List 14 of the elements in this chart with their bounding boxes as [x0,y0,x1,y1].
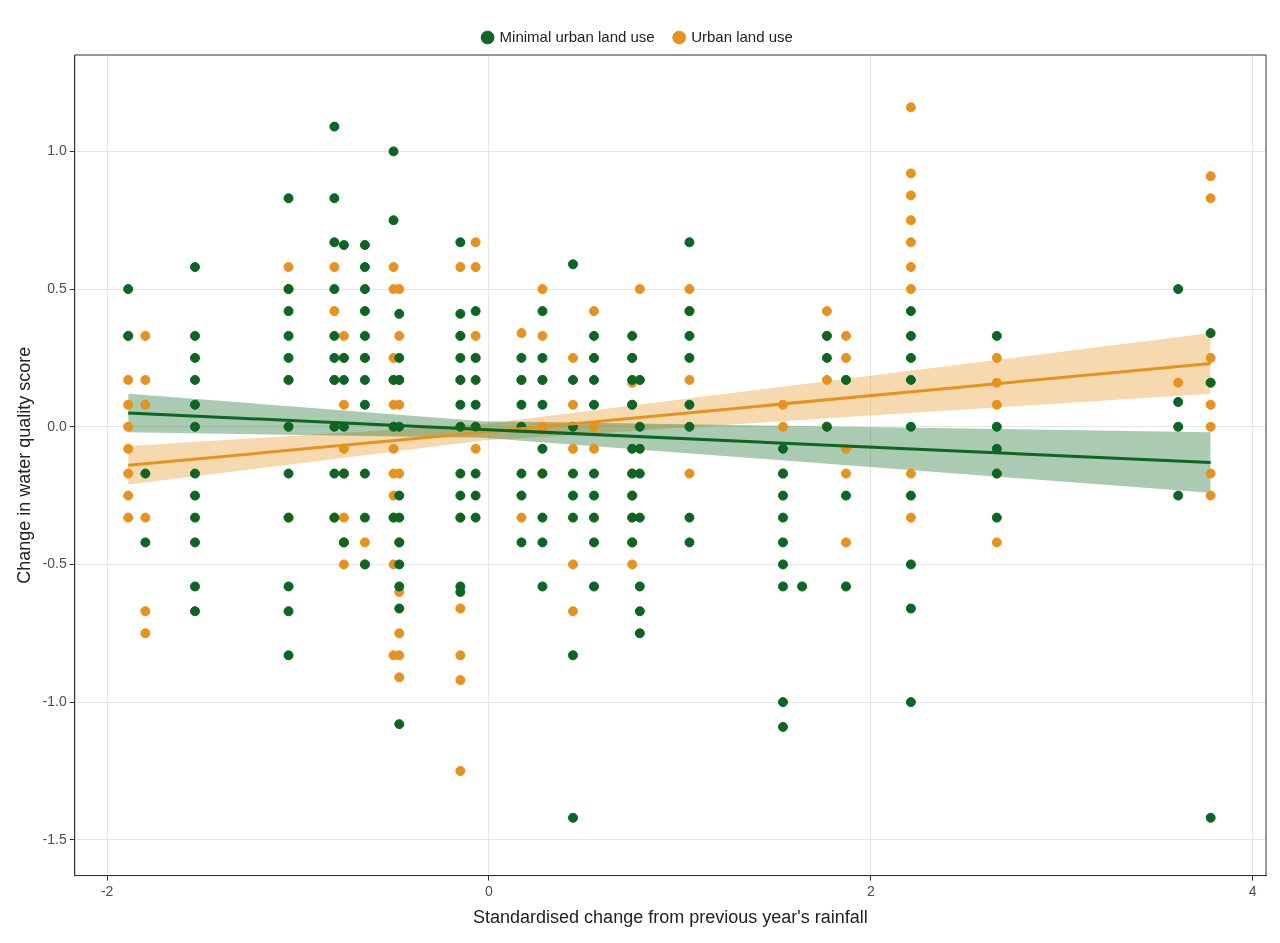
x-axis-title: Standardised change from previous year's rainfall [473,907,868,928]
legend-label: Urban land use [691,27,793,45]
x-tick-label: 0 [485,882,494,899]
y-tick-label: -0.5 [42,555,67,572]
y-tick-label: -1.0 [42,692,67,709]
y-tick-label: -1.5 [42,830,67,847]
y-axis-title: Change in water quality score [13,346,34,584]
y-tick-label: 0.5 [47,279,67,296]
legend-label: Minimal urban land use [499,27,655,45]
y-tick-label: 0.0 [47,417,67,434]
y-tick-label: 1.0 [47,142,67,159]
x-tick-label: -2 [100,882,114,899]
x-tick-label: 2 [866,882,875,899]
x-tick-label: 4 [1248,882,1257,899]
